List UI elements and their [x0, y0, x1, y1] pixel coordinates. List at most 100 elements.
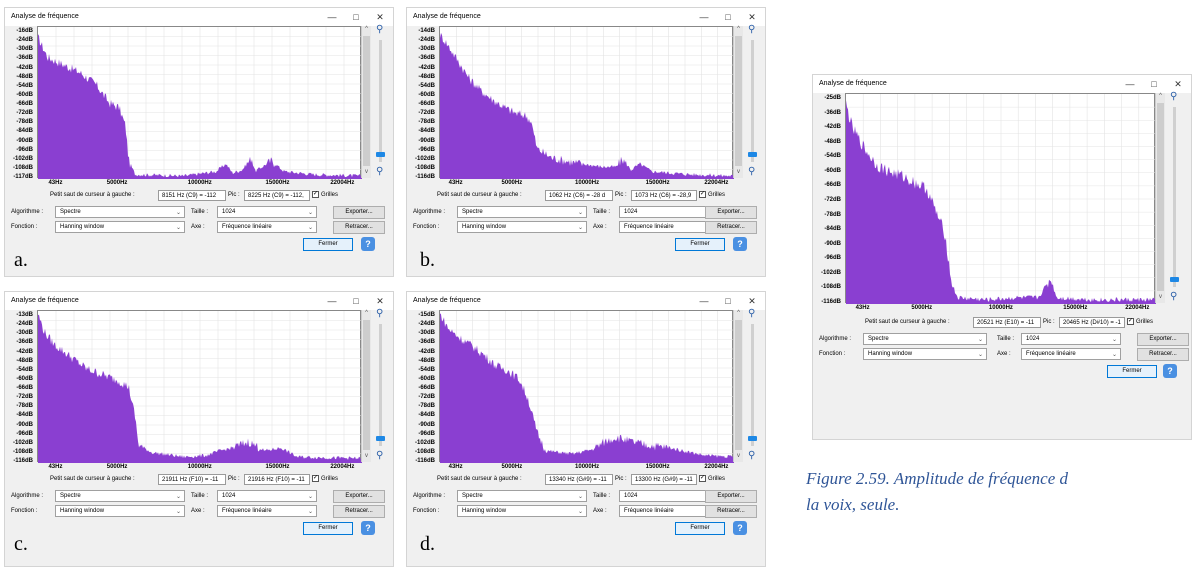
scrollbar-thumb[interactable] — [735, 36, 742, 166]
scroll-down-icon[interactable]: v — [737, 169, 740, 175]
scroll-down-icon[interactable]: v — [365, 169, 368, 175]
algorithme-select[interactable]: Spectre ⌄ — [55, 490, 185, 502]
grilles-toggle[interactable]: ✓ Grilles — [699, 191, 725, 198]
taille-select[interactable]: 1024⌄ — [619, 490, 719, 502]
scroll-down-icon[interactable]: v — [1159, 294, 1162, 300]
axe-select[interactable]: Fréquence linéaire⌄ — [217, 221, 317, 233]
grilles-toggle[interactable]: ✓ Grilles — [1127, 318, 1153, 325]
zoom-slider-track[interactable] — [1173, 107, 1176, 287]
algorithme-select[interactable]: Spectre ⌄ — [55, 206, 185, 218]
taille-select[interactable]: 1024⌄ — [217, 206, 317, 218]
fonction-select[interactable]: Hanning window ⌄ — [457, 505, 587, 517]
algorithme-select[interactable]: Spectre ⌄ — [863, 333, 987, 345]
help-icon[interactable]: ? — [733, 237, 747, 251]
zoom-slider-knob[interactable] — [376, 436, 385, 441]
pic-value-field[interactable]: 21916 Hz (F10) = -11 — [244, 474, 310, 485]
axe-select[interactable]: Fréquence linéaire⌄ — [619, 505, 719, 517]
scroll-up-icon[interactable]: ^ — [365, 310, 368, 316]
cursor-value-field[interactable]: 13340 Hz (G#9) = -11 — [545, 474, 613, 485]
grilles-toggle[interactable]: ✓ Grilles — [699, 475, 725, 482]
grilles-checkbox[interactable]: ✓ — [312, 191, 319, 198]
fermer-button[interactable]: Fermer — [1107, 365, 1157, 378]
exporter-button[interactable]: Exporter... — [705, 206, 757, 219]
cursor-value-field[interactable]: 8151 Hz (C9) = -112 — [158, 190, 226, 201]
plot-scrollbar[interactable]: ^ v — [361, 310, 371, 462]
scrollbar-thumb[interactable] — [363, 36, 370, 166]
cursor-value-field[interactable]: 20521 Hz (E10) = -11 — [973, 317, 1041, 328]
zoom-in-icon[interactable]: ⚲ — [376, 24, 384, 35]
maximize-icon[interactable]: □ — [725, 296, 731, 306]
scroll-up-icon[interactable]: ^ — [1159, 93, 1162, 99]
zoom-slider-track[interactable] — [379, 40, 382, 162]
grilles-toggle[interactable]: ✓ Grilles — [312, 475, 338, 482]
zoom-slider-track[interactable] — [379, 324, 382, 446]
algorithme-select[interactable]: Spectre ⌄ — [457, 490, 587, 502]
fermer-button[interactable]: Fermer — [303, 522, 353, 535]
scroll-down-icon[interactable]: v — [365, 453, 368, 459]
zoom-in-icon[interactable]: ⚲ — [748, 24, 756, 35]
help-icon[interactable]: ? — [361, 521, 375, 535]
close-icon[interactable]: ✕ — [1174, 79, 1182, 89]
taille-select[interactable]: 1024⌄ — [619, 206, 719, 218]
maximize-icon[interactable]: □ — [353, 12, 359, 22]
grilles-checkbox[interactable]: ✓ — [699, 475, 706, 482]
plot-scrollbar[interactable]: ^ v — [1155, 93, 1165, 303]
scroll-up-icon[interactable]: ^ — [365, 26, 368, 32]
close-icon[interactable]: ✕ — [748, 12, 756, 22]
grilles-checkbox[interactable]: ✓ — [312, 475, 319, 482]
plot-scrollbar[interactable]: ^ v — [361, 26, 371, 178]
zoom-out-icon[interactable]: ⚲ — [1170, 291, 1178, 302]
pic-value-field[interactable]: 1073 Hz (C6) = -28,9 — [631, 190, 697, 201]
retracer-button[interactable]: Retracer... — [1137, 348, 1189, 361]
grilles-checkbox[interactable]: ✓ — [1127, 318, 1134, 325]
fermer-button[interactable]: Fermer — [675, 522, 725, 535]
maximize-icon[interactable]: □ — [353, 296, 359, 306]
zoom-out-icon[interactable]: ⚲ — [376, 450, 384, 461]
maximize-icon[interactable]: □ — [725, 12, 731, 22]
retracer-button[interactable]: Retracer... — [333, 221, 385, 234]
fermer-button[interactable]: Fermer — [675, 238, 725, 251]
fonction-select[interactable]: Hanning window ⌄ — [55, 221, 185, 233]
exporter-button[interactable]: Exporter... — [705, 490, 757, 503]
zoom-out-icon[interactable]: ⚲ — [748, 166, 756, 177]
zoom-slider-knob[interactable] — [376, 152, 385, 157]
zoom-slider-knob[interactable] — [1170, 277, 1179, 282]
cursor-value-field[interactable]: 21911 Hz (F10) = -11 — [158, 474, 226, 485]
zoom-out-icon[interactable]: ⚲ — [376, 166, 384, 177]
taille-select[interactable]: 1024⌄ — [1021, 333, 1121, 345]
taille-select[interactable]: 1024⌄ — [217, 490, 317, 502]
zoom-slider-track[interactable] — [751, 324, 754, 446]
fonction-select[interactable]: Hanning window ⌄ — [457, 221, 587, 233]
scrollbar-thumb[interactable] — [1157, 103, 1164, 291]
retracer-button[interactable]: Retracer... — [705, 505, 757, 518]
zoom-slider-track[interactable] — [751, 40, 754, 162]
close-icon[interactable]: ✕ — [376, 296, 384, 306]
scrollbar-thumb[interactable] — [363, 320, 370, 450]
axe-select[interactable]: Fréquence linéaire⌄ — [217, 505, 317, 517]
minimize-icon[interactable]: — — [699, 12, 709, 22]
zoom-slider-knob[interactable] — [748, 436, 757, 441]
exporter-button[interactable]: Exporter... — [333, 206, 385, 219]
minimize-icon[interactable]: — — [327, 296, 337, 306]
fermer-button[interactable]: Fermer — [303, 238, 353, 251]
cursor-value-field[interactable]: 1062 Hz (C6) = -28 d — [545, 190, 613, 201]
minimize-icon[interactable]: — — [327, 12, 337, 22]
axe-select[interactable]: Fréquence linéaire⌄ — [1021, 348, 1121, 360]
scrollbar-thumb[interactable] — [735, 320, 742, 450]
grilles-checkbox[interactable]: ✓ — [699, 191, 706, 198]
scroll-up-icon[interactable]: ^ — [737, 26, 740, 32]
zoom-in-icon[interactable]: ⚲ — [376, 308, 384, 319]
exporter-button[interactable]: Exporter... — [333, 490, 385, 503]
pic-value-field[interactable]: 13300 Hz (G#9) = -11 — [631, 474, 697, 485]
zoom-slider-knob[interactable] — [748, 152, 757, 157]
close-icon[interactable]: ✕ — [748, 296, 756, 306]
zoom-in-icon[interactable]: ⚲ — [1170, 91, 1178, 102]
fonction-select[interactable]: Hanning window ⌄ — [863, 348, 987, 360]
retracer-button[interactable]: Retracer... — [705, 221, 757, 234]
close-icon[interactable]: ✕ — [376, 12, 384, 22]
pic-value-field[interactable]: 8225 Hz (C9) = -112, — [244, 190, 310, 201]
minimize-icon[interactable]: — — [1125, 79, 1135, 89]
plot-scrollbar[interactable]: ^ v — [733, 26, 743, 178]
help-icon[interactable]: ? — [1163, 364, 1177, 378]
zoom-in-icon[interactable]: ⚲ — [748, 308, 756, 319]
